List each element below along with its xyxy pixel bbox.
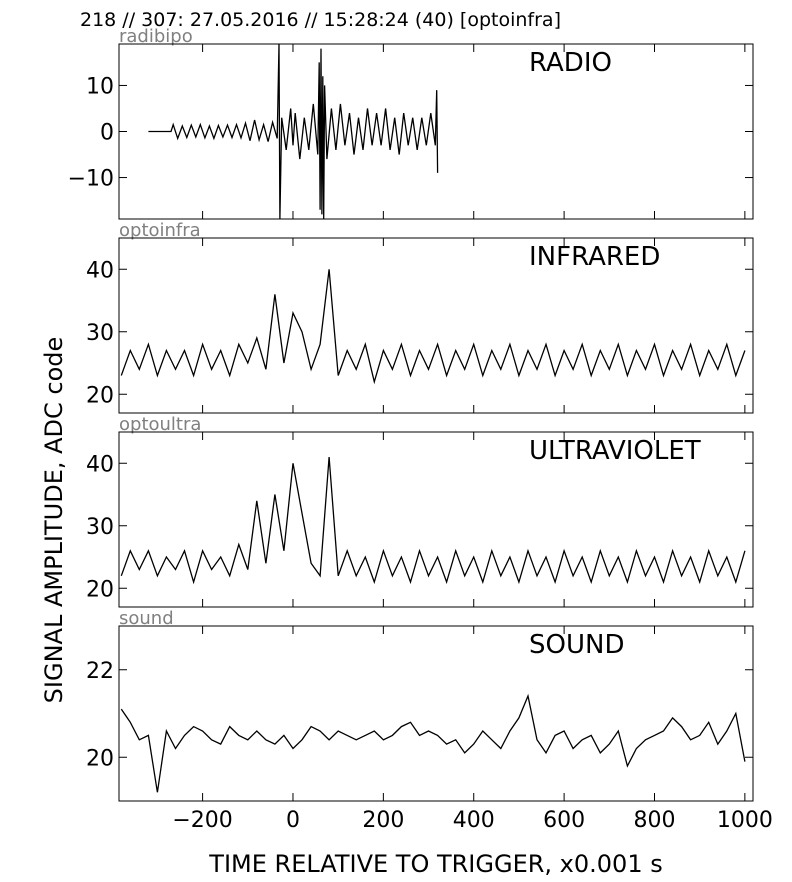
channel-label: sound <box>119 608 174 629</box>
x-tick-label: 1000 <box>717 808 773 833</box>
x-tick-label: 200 <box>362 808 404 833</box>
y-tick-label: 20 <box>86 383 114 408</box>
channel-label: radibipo <box>119 26 193 47</box>
figure-title: 218 // 307: 27.05.2016 // 15:28:24 (40) … <box>80 9 561 31</box>
signal-line <box>120 693 746 793</box>
panel-frame <box>118 625 754 802</box>
y-tick-label: 20 <box>86 577 114 602</box>
x-axis-label: TIME RELATIVE TO TRIGGER, x0.001 s <box>208 850 662 878</box>
y-axis-label: SIGNAL AMPLITUDE, ADC code <box>40 337 68 704</box>
panel-title: RADIO <box>529 48 612 78</box>
signal-line <box>148 44 439 219</box>
channel-label: optoultra <box>119 414 201 435</box>
y-tick-label: 0 <box>100 121 114 146</box>
y-tick-label: 40 <box>86 258 114 283</box>
x-tick-label: 0 <box>286 808 300 833</box>
x-tick-label: 800 <box>633 808 675 833</box>
x-tick-label: 400 <box>453 808 495 833</box>
panel-title: ULTRAVIOLET <box>529 436 701 466</box>
channel-label: optoinfra <box>119 220 201 241</box>
y-tick-label: −10 <box>68 167 114 192</box>
x-tick-label: 600 <box>543 808 585 833</box>
panel-title: SOUND <box>529 630 624 660</box>
y-tick-label: 30 <box>86 321 114 346</box>
panel-frame <box>118 431 754 608</box>
signal-line <box>120 456 746 585</box>
y-tick-label: 40 <box>86 452 114 477</box>
x-tick-label: −200 <box>172 808 232 833</box>
signal-line <box>120 269 746 385</box>
panel-frame <box>118 237 754 414</box>
y-tick-label: 30 <box>86 515 114 540</box>
y-tick-label: 22 <box>86 659 114 684</box>
panel-frame <box>118 43 754 220</box>
y-tick-label: 20 <box>86 746 114 771</box>
panel-title: INFRARED <box>529 242 660 272</box>
y-tick-label: 10 <box>86 74 114 99</box>
